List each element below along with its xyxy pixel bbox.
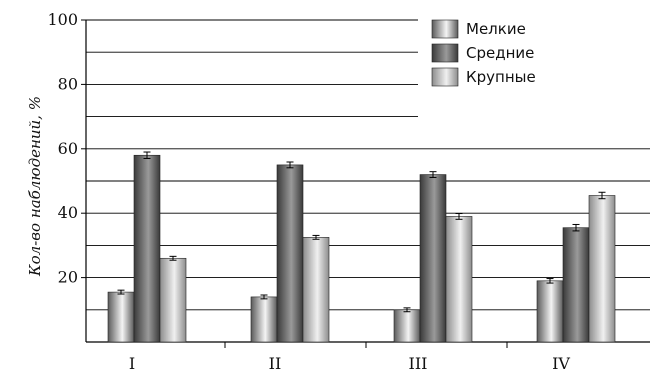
error-bar — [260, 294, 268, 300]
bar-Средние-IV — [562, 227, 590, 343]
error-bar — [572, 223, 580, 232]
x-tick-label: I — [129, 354, 135, 373]
x-tick-label: III — [409, 354, 428, 373]
bar-Средние-II — [276, 164, 304, 343]
error-bar — [143, 151, 151, 159]
legend-label: Крупные — [466, 68, 536, 86]
bar-Крупные-III — [445, 216, 473, 343]
bar-Мелкие-I — [107, 291, 135, 343]
bars — [107, 151, 616, 343]
error-bar — [312, 234, 320, 240]
bar-Мелкие-II — [250, 296, 278, 343]
legend-label: Мелкие — [466, 20, 526, 38]
bar-Крупные-II — [302, 237, 330, 343]
bar-Крупные-I — [159, 257, 187, 343]
legend: Мелкие Средние Крупные — [431, 19, 536, 87]
error-bar — [403, 307, 411, 313]
y-tick-label: 40 — [58, 203, 78, 222]
error-bar — [169, 255, 177, 261]
error-bar — [117, 289, 125, 295]
error-bar — [598, 191, 606, 200]
legend-swatch-Мелкие — [431, 19, 459, 39]
x-tick-label: IV — [552, 354, 570, 373]
error-bar — [546, 278, 554, 284]
x-tick-label: II — [269, 354, 282, 373]
error-bar — [286, 161, 294, 169]
y-tick-label: 80 — [58, 74, 78, 93]
bar-Мелкие-III — [393, 309, 421, 343]
error-bar — [429, 171, 437, 178]
error-bar — [455, 213, 463, 220]
y-tick-label: 100 — [47, 10, 78, 29]
y-tick-label: 60 — [58, 139, 78, 158]
bar-Мелкие-IV — [536, 280, 564, 343]
y-axis-title: Кол-во наблюдений, % — [26, 96, 44, 277]
legend-swatch-Крупные — [431, 67, 459, 87]
bar-Средние-III — [419, 174, 447, 343]
legend-swatch-Средние — [431, 43, 459, 63]
bar-Средние-I — [133, 154, 161, 343]
y-tick-label: 20 — [58, 268, 78, 287]
bar-Крупные-IV — [588, 195, 616, 343]
legend-label: Средние — [466, 44, 534, 62]
